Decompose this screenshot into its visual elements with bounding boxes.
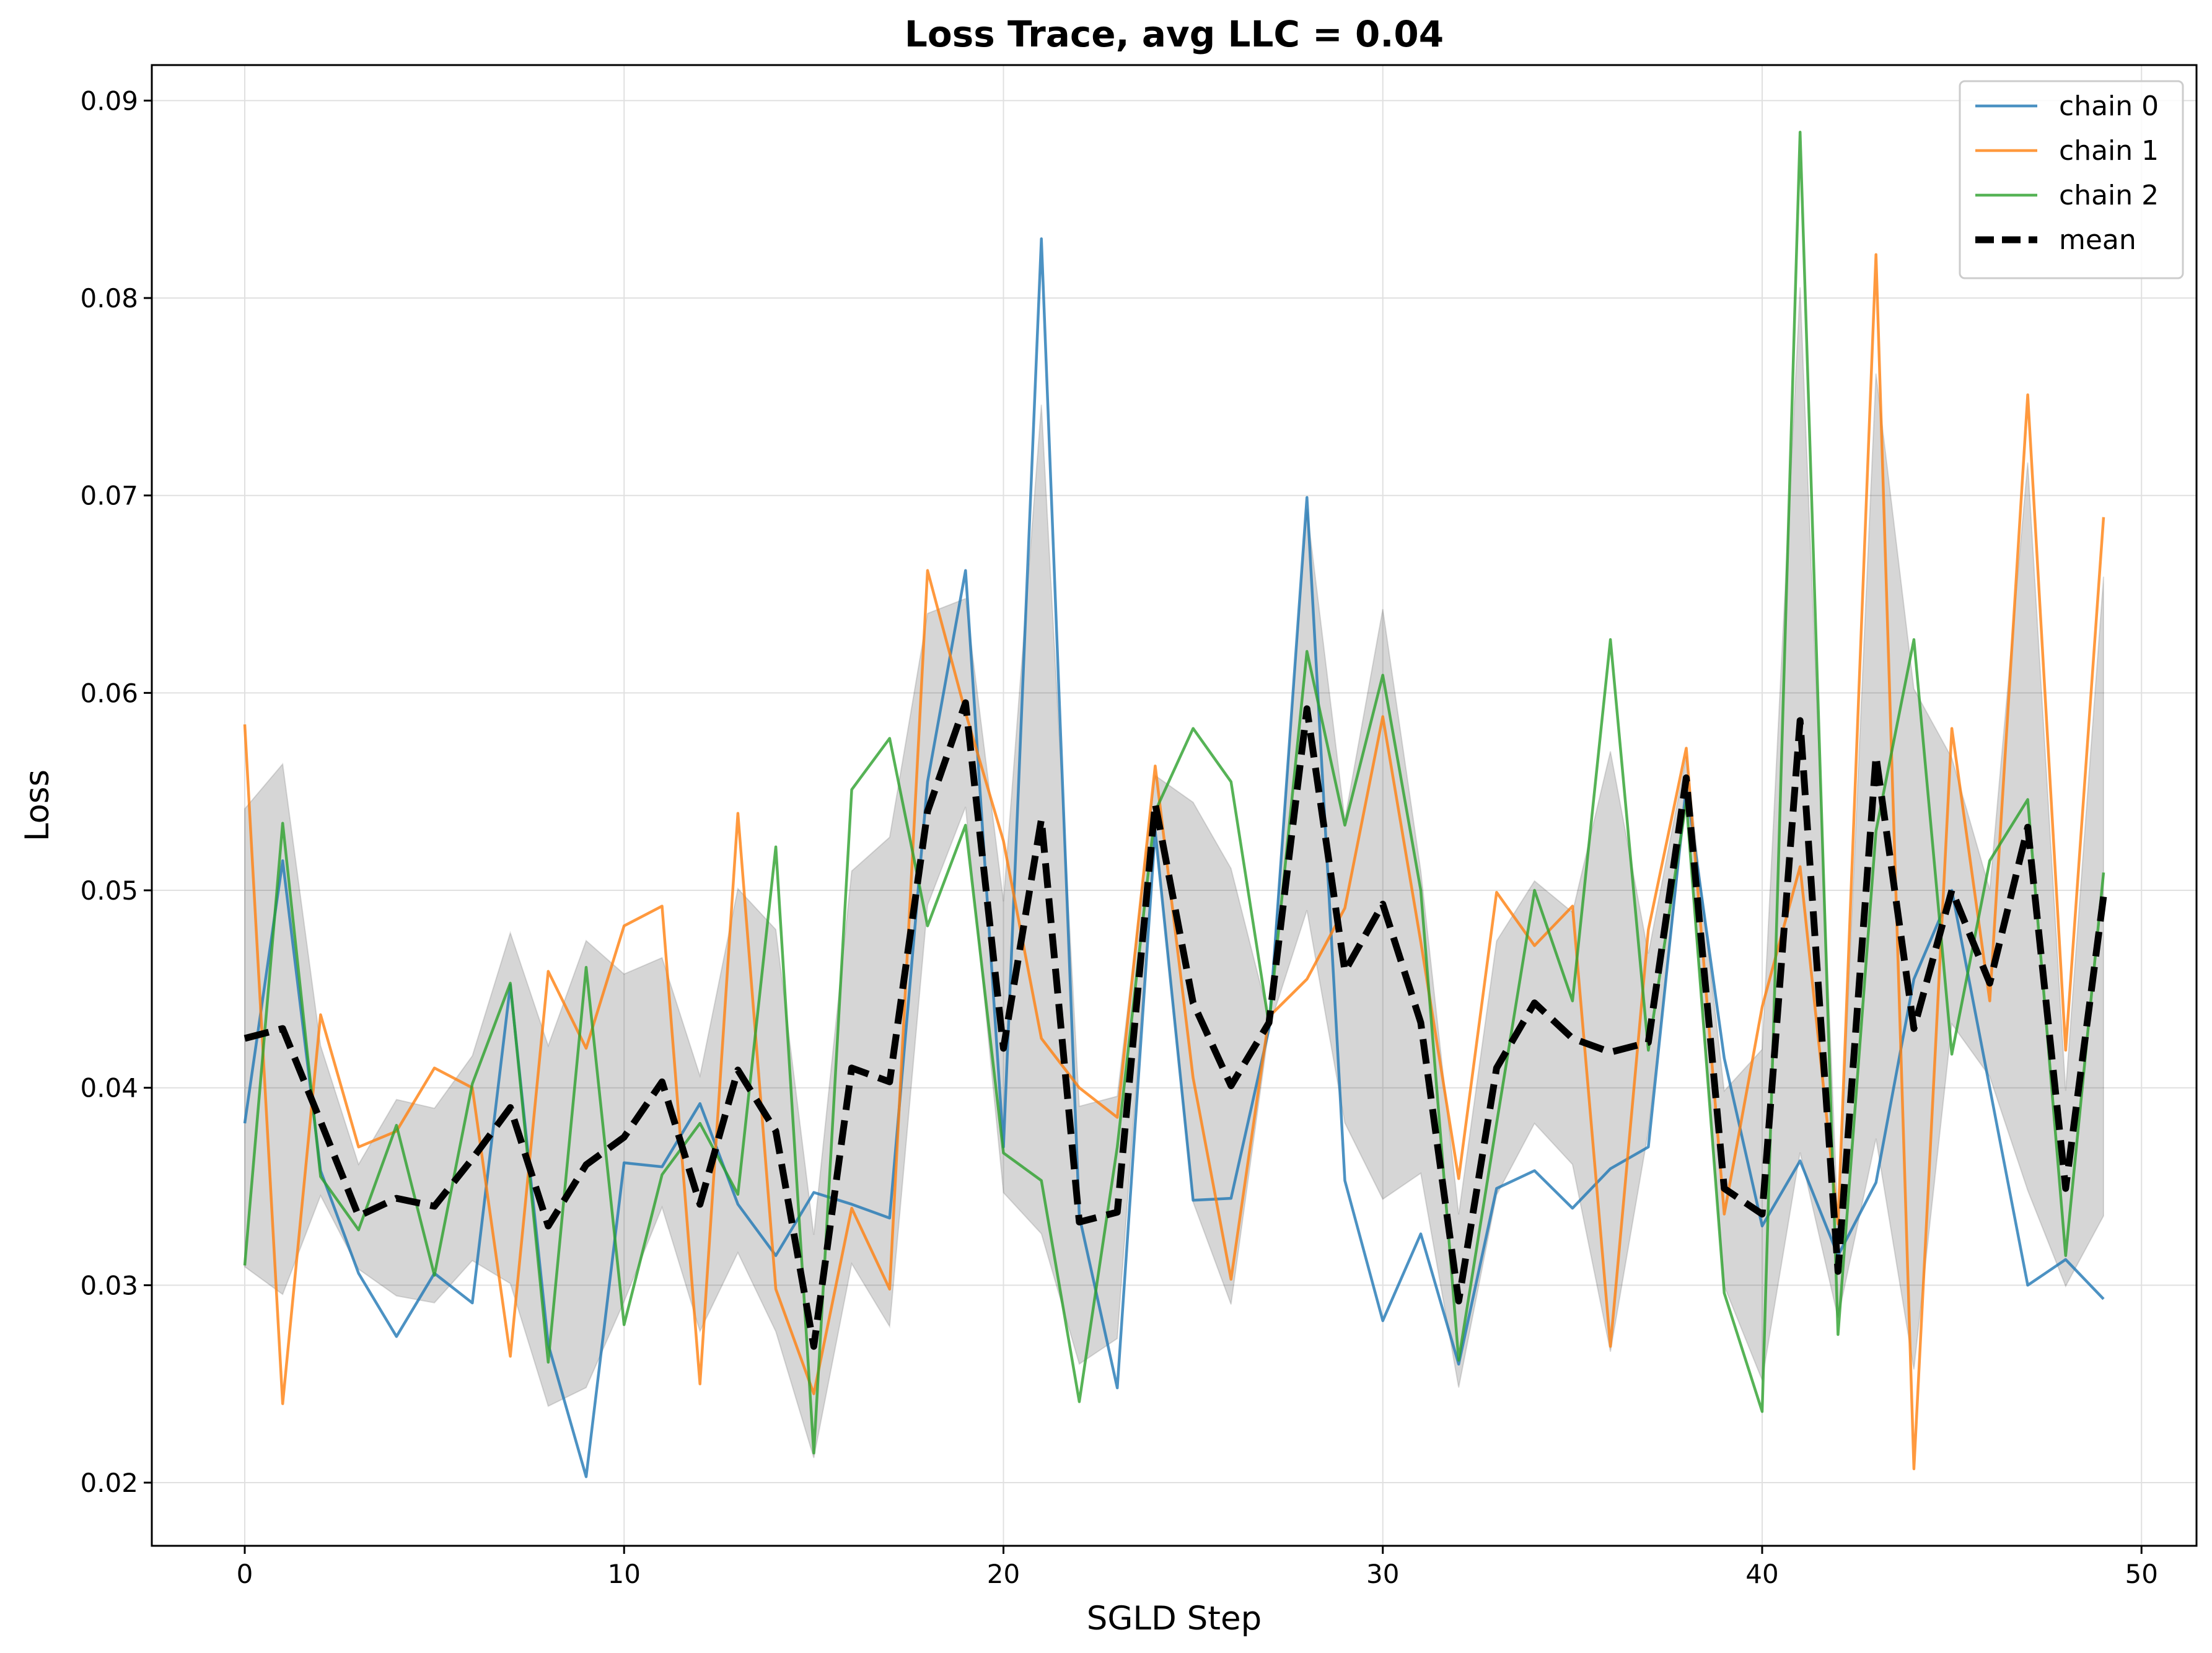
y-axis-label: Loss xyxy=(19,770,56,841)
x-tick-label: 50 xyxy=(2125,1559,2157,1589)
x-axis-label: SGLD Step xyxy=(1087,1600,1262,1638)
y-tick-label: 0.09 xyxy=(80,86,138,116)
y-tick-label: 0.02 xyxy=(80,1468,138,1498)
legend-box xyxy=(1959,80,2184,279)
axis-ticks: 0 10 20 30 40 50 0.02 0.03 0.04 0.05 0.06 0.07 0.08 0… xyxy=(80,86,2157,1589)
y-tick-label: 0.03 xyxy=(80,1270,138,1300)
y-tick-label: 0.06 xyxy=(80,678,138,708)
series-line-chain-1 xyxy=(243,253,2105,1470)
x-tick-label: 30 xyxy=(1366,1559,1399,1589)
legend-label: chain 2 xyxy=(2059,180,2159,211)
legend-label: chain 1 xyxy=(2059,135,2159,167)
y-tick-label: 0.07 xyxy=(80,481,138,511)
series-line-chain-2 xyxy=(243,131,2105,1455)
legend-label: mean xyxy=(2059,224,2136,256)
y-tick-label: 0.08 xyxy=(80,283,138,314)
series-line-chain-0 xyxy=(243,237,2105,1478)
y-tick-label: 0.05 xyxy=(80,875,138,906)
y-tick-label: 0.04 xyxy=(80,1073,138,1103)
chart-title: Loss Trace, avg LLC = 0.04 xyxy=(905,13,1444,55)
series-lines xyxy=(243,131,2107,1478)
legend-label: chain 0 xyxy=(2059,90,2159,122)
x-tick-label: 10 xyxy=(608,1559,641,1589)
x-tick-label: 40 xyxy=(1745,1559,1778,1589)
plot-frame xyxy=(151,64,2198,1547)
series-line-mean xyxy=(244,699,2107,1350)
legend: chain 0 chain 1 chain 2 mean xyxy=(1959,80,2184,279)
x-tick-label: 0 xyxy=(237,1559,253,1589)
x-tick-label: 20 xyxy=(987,1559,1020,1589)
